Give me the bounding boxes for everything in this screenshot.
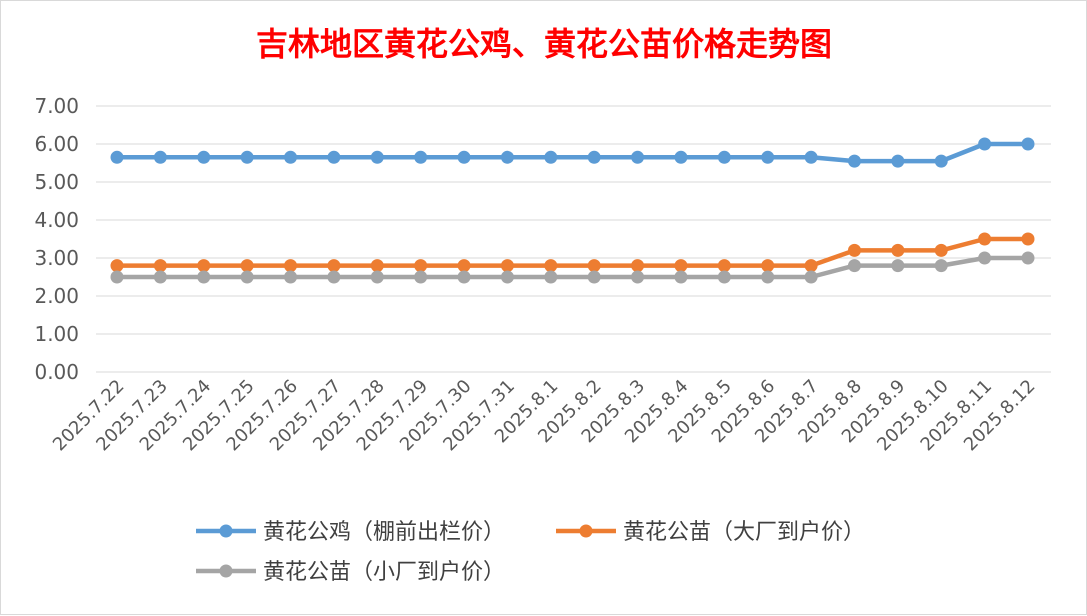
data-point [284,259,298,273]
y-tick-label: 5.00 [34,170,79,194]
series-1 [110,137,1035,168]
data-point [153,270,167,284]
data-point [327,270,341,284]
y-tick-label: 2.00 [34,284,79,308]
data-point [804,259,818,273]
data-point [1021,137,1035,151]
data-point [587,259,601,273]
y-tick-label: 1.00 [34,322,79,346]
y-axis-labels: 7.00 6.00 5.00 4.00 3.00 2.00 1.00 0.00 [34,94,79,384]
data-point [934,259,948,273]
data-point [847,154,861,168]
data-point [110,259,124,273]
data-point [414,259,428,273]
data-point [847,259,861,273]
gridlines [96,105,1051,373]
data-point [370,259,384,273]
data-point [1021,251,1035,265]
data-point [544,270,558,284]
data-point [587,150,601,164]
data-point [804,270,818,284]
data-point [631,270,645,284]
data-point [978,137,992,151]
legend-label: 黄花公苗（大厂到户价） [623,520,865,545]
data-point [934,154,948,168]
data-point [978,251,992,265]
data-point [197,259,211,273]
data-point [761,259,775,273]
data-point [457,150,471,164]
data-point [978,232,992,246]
data-point [457,270,471,284]
y-tick-label: 0.00 [34,360,79,384]
data-point [110,270,124,284]
data-point [761,270,775,284]
data-point [891,259,905,273]
legend: 黄花公鸡（棚前出栏价） 黄花公苗（大厂到户价） 黄花公苗（小厂到户价） [196,520,865,585]
data-point [934,243,948,257]
series-line [114,141,1031,164]
data-point [327,150,341,164]
data-point [240,150,254,164]
series-line [114,255,1031,280]
y-tick-label: 4.00 [34,208,79,232]
data-point [1021,232,1035,246]
legend-item: 黄花公苗（小厂到户价） [196,560,505,585]
data-point [847,243,861,257]
data-point [197,270,211,284]
legend-item: 黄花公苗（大厂到户价） [556,520,865,545]
data-point [544,259,558,273]
data-point [717,270,731,284]
data-point [674,259,688,273]
series-3 [110,251,1035,284]
series-2 [110,232,1035,273]
legend-point-marker [219,564,233,578]
data-point [717,259,731,273]
data-point [717,150,731,164]
y-tick-label: 7.00 [34,94,79,118]
data-point [631,259,645,273]
legend-point-marker [579,524,593,538]
data-point [500,270,514,284]
data-point [197,150,211,164]
data-point [500,150,514,164]
data-point [370,270,384,284]
data-point [240,270,254,284]
data-point [153,150,167,164]
data-point [370,150,384,164]
data-point [891,154,905,168]
data-point [631,150,645,164]
legend-item: 黄花公鸡（棚前出栏价） [196,520,505,545]
data-point [674,150,688,164]
legend-label: 黄花公鸡（棚前出栏价） [263,520,505,545]
data-point [891,243,905,257]
data-point [674,270,688,284]
legend-label: 黄花公苗（小厂到户价） [263,560,505,585]
data-point [761,150,775,164]
series-line [114,236,1031,268]
data-point [500,259,514,273]
data-point [284,270,298,284]
x-axis-labels: 2025.7.222025.7.232025.7.242025.7.252025… [49,376,1040,456]
data-point [240,259,254,273]
data-point [587,270,601,284]
y-tick-label: 3.00 [34,246,79,270]
legend-point-marker [219,524,233,538]
data-point [414,150,428,164]
series-lines [110,137,1035,284]
data-point [457,259,471,273]
data-point [414,270,428,284]
chart-title: 吉林地区黄花公鸡、黄花公苗价格走势图 [256,25,832,63]
y-tick-label: 6.00 [34,132,79,156]
data-point [284,150,298,164]
data-point [153,259,167,273]
data-point [110,150,124,164]
data-point [327,259,341,273]
data-point [544,150,558,164]
data-point [804,150,818,164]
